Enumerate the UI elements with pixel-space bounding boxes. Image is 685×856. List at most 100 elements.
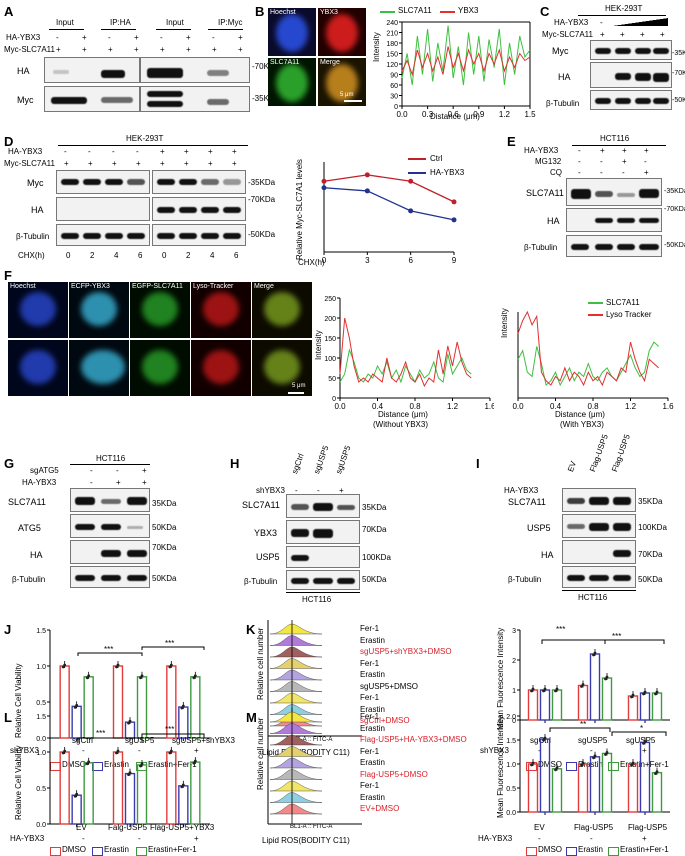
blot-band [101, 575, 121, 581]
data-point [630, 763, 633, 767]
panel-label-c: C [540, 4, 550, 19]
mw-marker: -35KDa [664, 188, 685, 195]
sign-mark: - [590, 746, 593, 755]
blot-band [291, 578, 309, 584]
sign-mark: - [138, 834, 141, 843]
legend-label: YBX3 [458, 6, 479, 15]
data-point [321, 185, 327, 191]
micrograph: Hoechst [268, 8, 316, 56]
data-point [543, 687, 547, 691]
blot-tubulin-ybx3 [152, 224, 246, 246]
blot-label: HA [541, 550, 554, 560]
image-label: Merge [320, 59, 340, 66]
cell-signal [81, 350, 125, 384]
column-underline [101, 29, 136, 30]
mw-marker: -70KDa [664, 206, 685, 213]
cell-signal [20, 292, 56, 326]
y-tick-label: 180 [386, 41, 398, 48]
bar [601, 752, 613, 813]
bottom-underline [286, 592, 360, 593]
blot-band [291, 504, 309, 510]
blot-band [567, 524, 585, 529]
panel-label-e: E [507, 134, 516, 149]
mw-marker: 70KDa [362, 525, 387, 534]
row-label: HA-YBX3 [10, 834, 45, 843]
histogram-label: Erastin [360, 792, 385, 802]
column-label: sgUSP5 [334, 444, 353, 476]
legend-swatch [588, 302, 603, 304]
chart-m: 0.0 0.5 1.0 1.5 2.0 [506, 714, 670, 817]
blot-slc7a11 [70, 488, 150, 512]
column-underline [208, 29, 243, 30]
sign-mark: + [160, 159, 165, 168]
blot-band [589, 497, 609, 505]
cell-signal [326, 14, 358, 52]
blot-band [75, 575, 95, 581]
blot-band [595, 244, 613, 250]
chart-f-with: 0.0 0.4 0.8 1.2 1.6 [512, 310, 674, 411]
sign-mark: + [232, 159, 237, 168]
column-label: IP:Myc [218, 18, 243, 27]
blot-slc7a11 [566, 178, 662, 206]
bar [589, 756, 601, 813]
mw-marker: 50KDa [362, 575, 387, 584]
histogram-trace [269, 658, 323, 669]
micrograph: Merge [318, 58, 366, 106]
group-label: Flag-USP5 [574, 823, 614, 832]
sign-mark: + [160, 147, 165, 156]
bar [112, 751, 124, 825]
blot-band [83, 179, 101, 185]
column-label: sgCtrl [290, 452, 306, 476]
blot-band [595, 191, 613, 197]
mw-marker: -35KDa [248, 178, 276, 187]
blot-label: HA [31, 205, 44, 215]
y-tick-label: 1 [512, 688, 516, 695]
panel-label-g: G [4, 456, 15, 471]
sign-mark: + [184, 147, 189, 156]
image-label: ECFP-YBX3 [71, 283, 110, 290]
blot-band [101, 524, 121, 530]
chx-label: CHX(h) [18, 251, 45, 260]
cell-signal [203, 350, 239, 384]
bar [651, 771, 663, 813]
sign-mark: 4 [210, 251, 215, 260]
data-point [655, 770, 659, 774]
sign-mark: 4 [114, 251, 119, 260]
blot-band [127, 575, 147, 581]
y-tick-label: 0.0 [36, 822, 46, 829]
row-label: shYBX3 [480, 746, 509, 755]
blot-band [639, 218, 659, 223]
blot-band [201, 179, 219, 185]
blot-ha-ybx3 [152, 197, 246, 221]
micrograph [252, 340, 312, 396]
sign-mark: - [138, 746, 141, 755]
histogram-label: Erastin [360, 758, 385, 767]
data-point [581, 683, 585, 686]
chart-d: 0 3 6 9 [321, 162, 457, 265]
blot-band [223, 233, 241, 239]
blot-band [101, 499, 121, 504]
histogram-trace [269, 623, 323, 635]
blot-band [147, 68, 183, 78]
row-label: HA-YBX3 [504, 486, 539, 495]
sign-mark: - [622, 168, 625, 177]
cell-signal [142, 350, 178, 384]
data-point [605, 675, 609, 679]
blot-label: SLC7A11 [508, 497, 546, 507]
blot-band [653, 98, 669, 104]
blot-band [207, 70, 229, 76]
x-tick-label: 1.2 [499, 110, 511, 119]
legend-swatch [380, 11, 395, 13]
x-tick-label: 1.2 [447, 402, 459, 411]
x-tick-label: 1.6 [662, 402, 674, 411]
chart-l: 0.0 0.5 1.0 1.5 [36, 714, 210, 829]
data-point [73, 794, 77, 798]
sign-mark: + [194, 834, 199, 843]
blot-label: β-Tubulin [244, 577, 278, 586]
data-point [63, 749, 67, 753]
panel-label-f: F [4, 268, 12, 283]
data-point [580, 763, 583, 767]
series-line [339, 348, 472, 384]
cell-signal [203, 292, 239, 326]
sign-mark: - [212, 33, 215, 42]
